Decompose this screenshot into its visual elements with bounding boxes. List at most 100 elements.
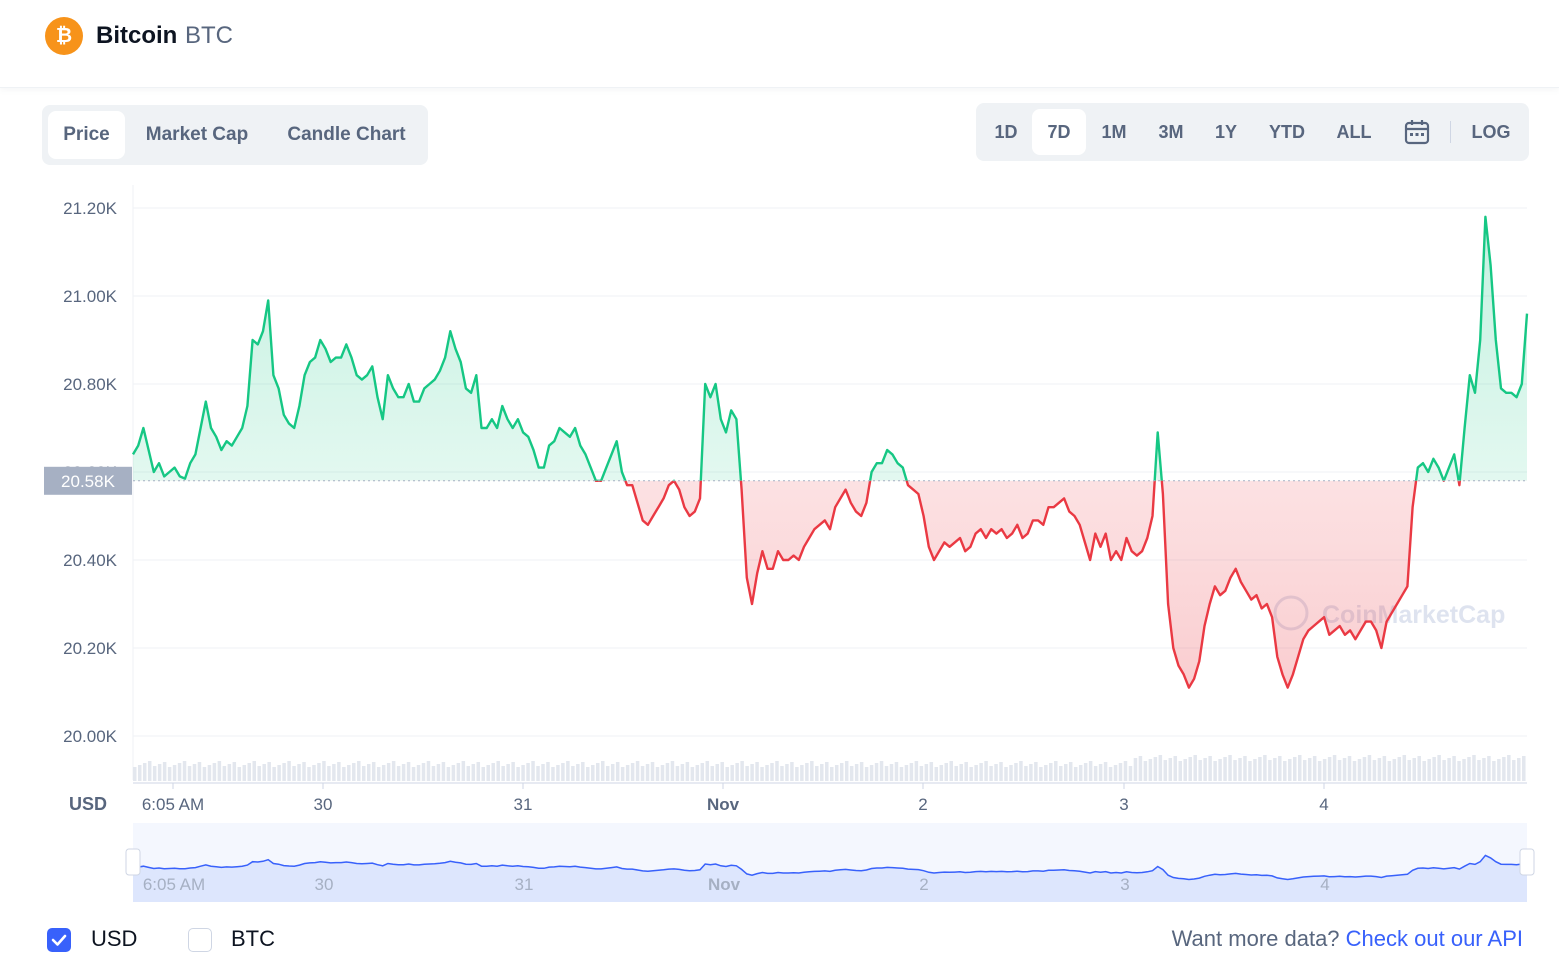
volume-bar [192, 764, 197, 781]
volume-bar [1098, 764, 1103, 781]
volume-bar [1034, 762, 1038, 781]
volume-bar [695, 765, 700, 781]
volume-bar [1093, 766, 1098, 781]
volume-bar [436, 764, 441, 781]
volume-bar [919, 766, 924, 781]
volume-bar [610, 764, 615, 781]
range-1y-button[interactable]: 1Y [1214, 122, 1238, 142]
volume-bar [1293, 757, 1297, 781]
price-area-up [133, 216, 1527, 481]
tab-market-cap[interactable]: Market Cap [145, 124, 249, 145]
volume-bar [710, 766, 715, 781]
volume-bar [491, 763, 495, 781]
range-3m-button[interactable]: 3M [1158, 122, 1184, 142]
volume-bar [650, 762, 655, 781]
volume-bar [1203, 758, 1207, 781]
volume-bar [1198, 760, 1202, 781]
volume-bar [152, 766, 157, 781]
volume-bar [894, 762, 899, 781]
volume-bar [1312, 756, 1317, 781]
volume-bar [625, 765, 630, 781]
volume-bar [332, 764, 336, 781]
volume-bar [1024, 766, 1028, 781]
volume-bar [287, 761, 291, 781]
navigator-line [132, 854, 1528, 881]
volume-bar [1392, 759, 1397, 781]
volume-bar [1158, 755, 1163, 781]
range-all-button[interactable]: ALL [1336, 122, 1372, 142]
navigator-right-handle[interactable] [1519, 848, 1535, 876]
y-tick-label: 21.20K [63, 199, 118, 218]
range-1m-button[interactable]: 1M [1101, 122, 1127, 142]
volume-bar [974, 765, 978, 781]
volume-bar [670, 761, 675, 781]
range-ytd-button[interactable]: YTD [1269, 122, 1305, 142]
volume-bar [416, 765, 421, 781]
x-tick-label: 3 [1119, 795, 1128, 814]
volume-bar [1472, 755, 1476, 781]
price-line-down[interactable] [133, 217, 1527, 689]
volume-bar [317, 763, 321, 781]
volume-bar [884, 766, 889, 781]
volume-bar [954, 766, 958, 781]
volume-bar [1243, 756, 1247, 781]
range-7d-button[interactable]: 7D [1032, 109, 1086, 155]
tab-price[interactable]: Price [48, 111, 125, 159]
volume-bar [571, 766, 575, 781]
volume-bar [790, 762, 794, 781]
volume-bar [844, 761, 849, 781]
volume-bar [775, 761, 779, 781]
usd-checkbox[interactable] [47, 928, 71, 952]
volume-bar [904, 765, 909, 781]
volume-bar [1193, 755, 1197, 781]
tab-candle-chart[interactable]: Candle Chart [287, 124, 406, 145]
checkmark-icon [51, 934, 67, 946]
volume-bar [1347, 756, 1352, 781]
volume-bar [541, 764, 545, 781]
volume-bar [1357, 759, 1362, 781]
volume-bar [386, 763, 391, 781]
volume-bar [645, 764, 650, 781]
volume-bar [1263, 755, 1267, 781]
volume-bar [1049, 763, 1053, 781]
volume-bar [1168, 758, 1173, 781]
calendar-icon[interactable] [1403, 118, 1431, 146]
volume-bar [312, 765, 316, 781]
volume-bar [486, 765, 490, 781]
volume-bar [1054, 761, 1058, 781]
btc-checkbox[interactable] [188, 928, 212, 952]
volume-bar [760, 767, 764, 781]
volume-bar [730, 765, 734, 781]
volume-bar [147, 761, 152, 781]
range-1d-button[interactable]: 1D [994, 122, 1018, 142]
volume-bar [1502, 757, 1506, 781]
volume-bar [586, 767, 590, 781]
volume-bar [1332, 755, 1337, 781]
volume-bar [1004, 767, 1008, 781]
volume-bar [1432, 757, 1436, 781]
volume-bar [1377, 758, 1382, 781]
volume-bar [237, 767, 242, 781]
volume-bar [476, 762, 481, 781]
volume-bar [1103, 762, 1108, 781]
volume-bar [1248, 761, 1252, 781]
volume-bar [1517, 758, 1521, 781]
navigator-left-handle[interactable] [125, 848, 141, 876]
volume-bar [1307, 758, 1312, 781]
coin-symbol: BTC [185, 22, 233, 49]
volume-bar [531, 761, 535, 781]
volume-bar [1477, 760, 1481, 781]
volume-bar [665, 763, 670, 781]
log-scale-button[interactable]: LOG [1471, 122, 1511, 142]
volume-bar [660, 765, 665, 781]
volume-bar [576, 764, 580, 781]
volume-bar [391, 761, 396, 781]
volume-bar [1467, 757, 1471, 781]
volume-bar [795, 767, 799, 781]
price-chart[interactable]: 21.20K21.00K20.80K20.60K20.40K20.20K20.0… [0, 180, 1559, 915]
volume-bar [1268, 760, 1272, 781]
api-link[interactable]: Check out our API [1345, 926, 1523, 951]
price-line-up[interactable] [131, 215, 1529, 688]
volume-bar [1283, 761, 1287, 781]
volume-bar [162, 762, 167, 781]
